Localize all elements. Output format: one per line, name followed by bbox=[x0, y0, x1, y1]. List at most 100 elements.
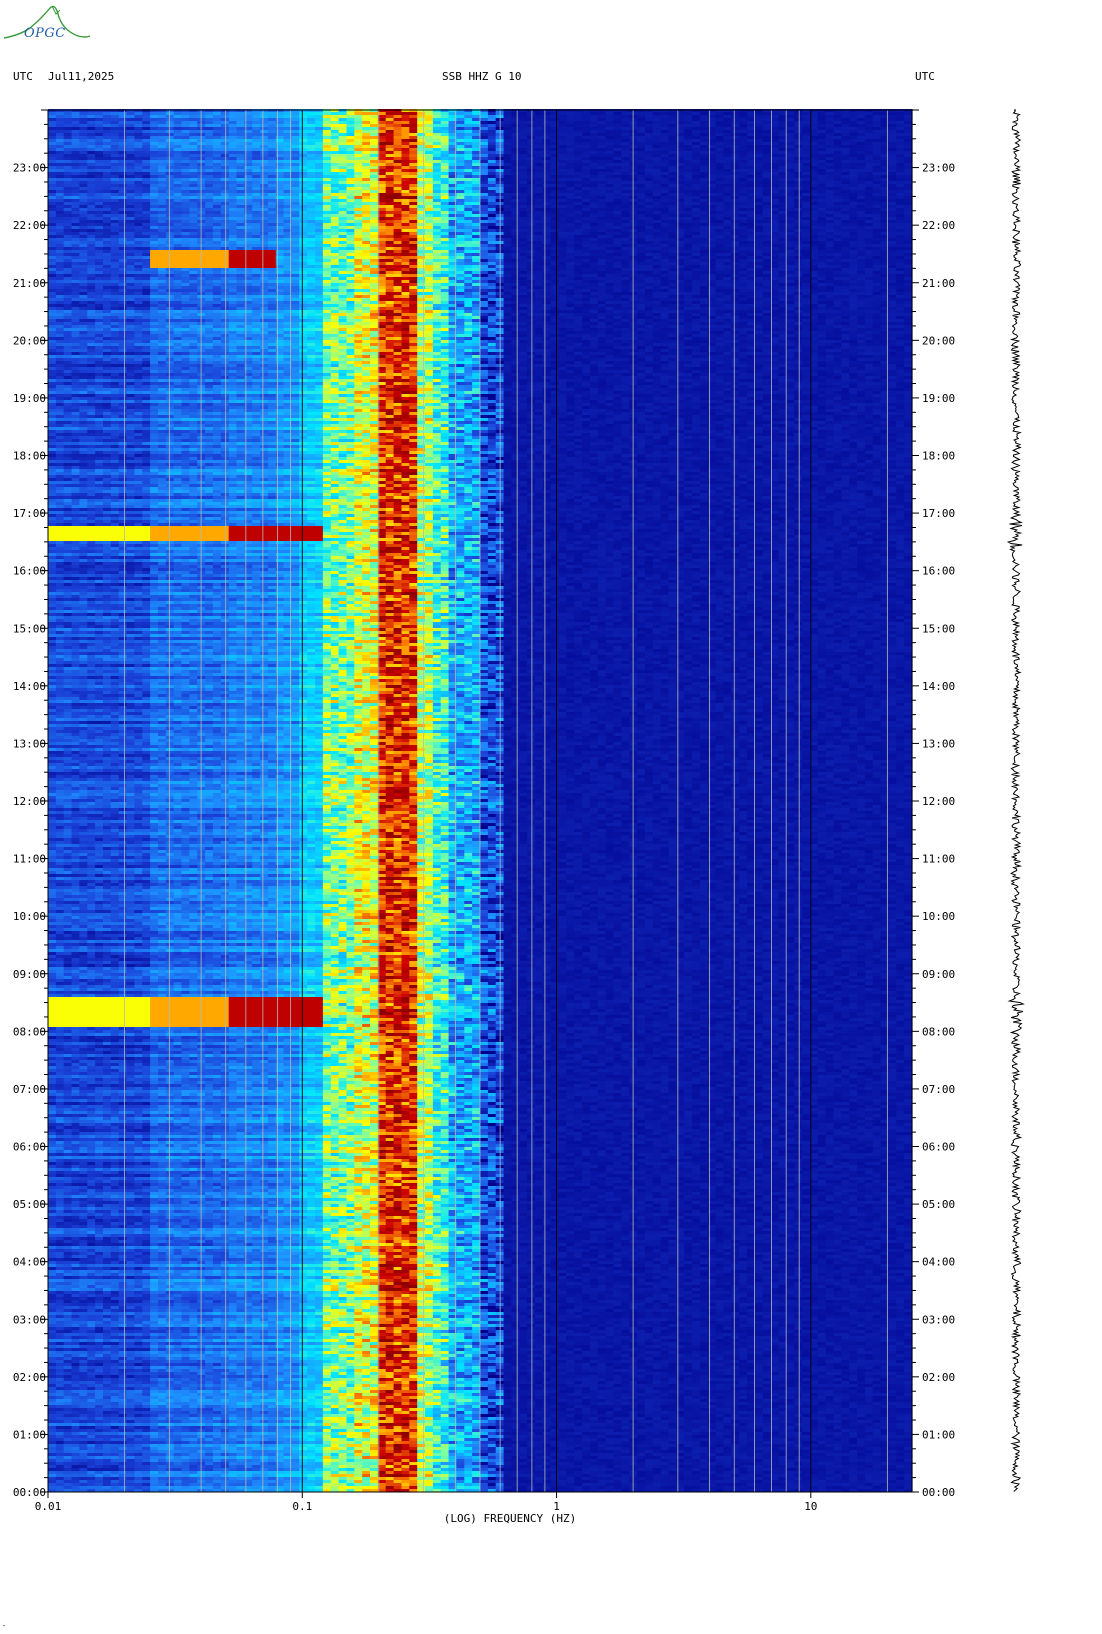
heatmap-cell bbox=[158, 1429, 167, 1432]
heatmap-cell bbox=[559, 1456, 568, 1459]
heatmap-cell bbox=[260, 1417, 269, 1420]
heatmap-cell bbox=[700, 1480, 709, 1483]
heatmap-cell bbox=[551, 1468, 560, 1471]
heatmap-cell bbox=[79, 1471, 88, 1474]
heatmap-cell bbox=[896, 1417, 905, 1420]
heatmap-cell bbox=[339, 1453, 348, 1456]
heatmap-cell bbox=[873, 1432, 882, 1435]
heatmap-cell bbox=[834, 1414, 843, 1417]
heatmap-cell bbox=[621, 1450, 630, 1453]
heatmap-cell bbox=[802, 1483, 811, 1486]
heatmap-cell bbox=[252, 1441, 261, 1444]
heatmap-cell bbox=[606, 1462, 615, 1465]
heatmap-cell bbox=[551, 1477, 560, 1480]
heatmap-cell bbox=[841, 1474, 850, 1477]
heatmap-cell bbox=[299, 1456, 308, 1459]
heatmap-cell bbox=[621, 1477, 630, 1480]
heatmap-cell bbox=[598, 1468, 607, 1471]
heatmap-cell bbox=[276, 1465, 285, 1468]
heatmap-cell bbox=[841, 1444, 850, 1447]
heatmap-cell bbox=[888, 1462, 897, 1465]
heatmap-cell bbox=[449, 1417, 458, 1420]
heatmap-cell bbox=[519, 1480, 535, 1483]
heatmap-cell bbox=[896, 1438, 905, 1441]
heatmap-cell bbox=[189, 1447, 198, 1450]
heatmap-cell bbox=[724, 1477, 733, 1480]
heatmap-cell bbox=[315, 1465, 324, 1468]
heatmap-cell bbox=[582, 1483, 591, 1486]
heatmap-cell bbox=[527, 1456, 536, 1459]
heatmap-cell bbox=[87, 1462, 96, 1465]
heatmap-cell bbox=[739, 1474, 748, 1477]
heatmap-cell bbox=[614, 1420, 623, 1423]
heatmap-cell bbox=[779, 1462, 788, 1465]
heatmap-cell bbox=[339, 1483, 348, 1486]
heatmap-cell bbox=[731, 1450, 740, 1453]
heatmap-cell bbox=[708, 1423, 717, 1426]
heatmap-cell bbox=[79, 1462, 88, 1465]
heatmap-cell bbox=[158, 1465, 167, 1468]
heatmap-cell bbox=[896, 1486, 905, 1489]
heatmap-cell bbox=[543, 1432, 552, 1435]
heatmap-cell bbox=[700, 1471, 709, 1474]
heatmap-cell bbox=[79, 1486, 88, 1489]
heatmap-cell bbox=[511, 1429, 520, 1432]
heatmap-cell bbox=[182, 1486, 191, 1489]
heatmap-cell bbox=[519, 1465, 528, 1468]
heatmap-cell bbox=[237, 1426, 246, 1429]
heatmap-cell bbox=[150, 1474, 159, 1477]
heatmap-cell bbox=[794, 1417, 803, 1420]
heatmap-cell bbox=[260, 1462, 269, 1465]
heatmap-cell bbox=[590, 1441, 599, 1444]
heatmap-cell bbox=[103, 1459, 112, 1462]
heatmap-cell bbox=[724, 1471, 733, 1474]
heatmap-cell bbox=[433, 1414, 442, 1417]
heatmap-cell bbox=[402, 1432, 411, 1435]
heatmap-cell bbox=[614, 1444, 623, 1447]
heatmap-cell bbox=[645, 1453, 654, 1456]
heatmap-cell bbox=[582, 1432, 591, 1435]
heatmap-cell bbox=[794, 1444, 803, 1447]
heatmap-cell bbox=[111, 1450, 120, 1453]
heatmap-cell bbox=[362, 1474, 371, 1477]
heatmap-cell bbox=[347, 1474, 356, 1477]
heatmap-cell bbox=[449, 1435, 458, 1438]
heatmap-cell bbox=[606, 1477, 615, 1480]
heatmap-cell bbox=[127, 1474, 136, 1477]
heatmap-cell bbox=[205, 1426, 214, 1429]
heatmap-cell bbox=[590, 1474, 599, 1477]
heatmap-cell bbox=[166, 1486, 175, 1489]
heatmap-cell bbox=[888, 1423, 897, 1426]
heatmap-cell bbox=[354, 1426, 363, 1429]
heatmap-cell bbox=[441, 1420, 450, 1423]
heatmap-cell bbox=[637, 1444, 646, 1447]
heatmap-cell bbox=[370, 1435, 379, 1438]
heatmap-cell bbox=[637, 1480, 646, 1483]
heatmap-cell bbox=[276, 1456, 285, 1459]
heatmap-cell bbox=[142, 1465, 151, 1468]
heatmap-cell bbox=[119, 1465, 128, 1468]
heatmap-cell bbox=[645, 1432, 654, 1435]
heatmap-cell bbox=[409, 1438, 418, 1441]
heatmap-cell bbox=[127, 1444, 136, 1447]
heatmap-cell bbox=[237, 1486, 246, 1489]
heatmap-cell bbox=[543, 1474, 552, 1477]
heatmap-cell bbox=[771, 1420, 780, 1423]
heatmap-cell bbox=[763, 1447, 772, 1450]
heatmap-cell bbox=[543, 1480, 552, 1483]
heatmap-cell bbox=[95, 1423, 104, 1426]
heatmap-cell bbox=[755, 1435, 764, 1438]
heatmap-cell bbox=[268, 1429, 277, 1432]
heatmap-cell bbox=[708, 1429, 717, 1432]
heatmap-cell bbox=[621, 1447, 630, 1450]
heatmap-cell bbox=[142, 1411, 151, 1414]
heatmap-cell bbox=[669, 1477, 678, 1480]
heatmap-cell bbox=[818, 1423, 827, 1426]
heatmap-cell bbox=[519, 1468, 528, 1471]
heatmap-cell bbox=[653, 1447, 662, 1450]
heatmap-cell bbox=[731, 1414, 740, 1417]
heatmap-cell bbox=[72, 1483, 81, 1486]
heatmap-cell bbox=[189, 1465, 198, 1468]
heatmap-cell bbox=[189, 1444, 198, 1447]
heatmap-cell bbox=[519, 1417, 528, 1420]
